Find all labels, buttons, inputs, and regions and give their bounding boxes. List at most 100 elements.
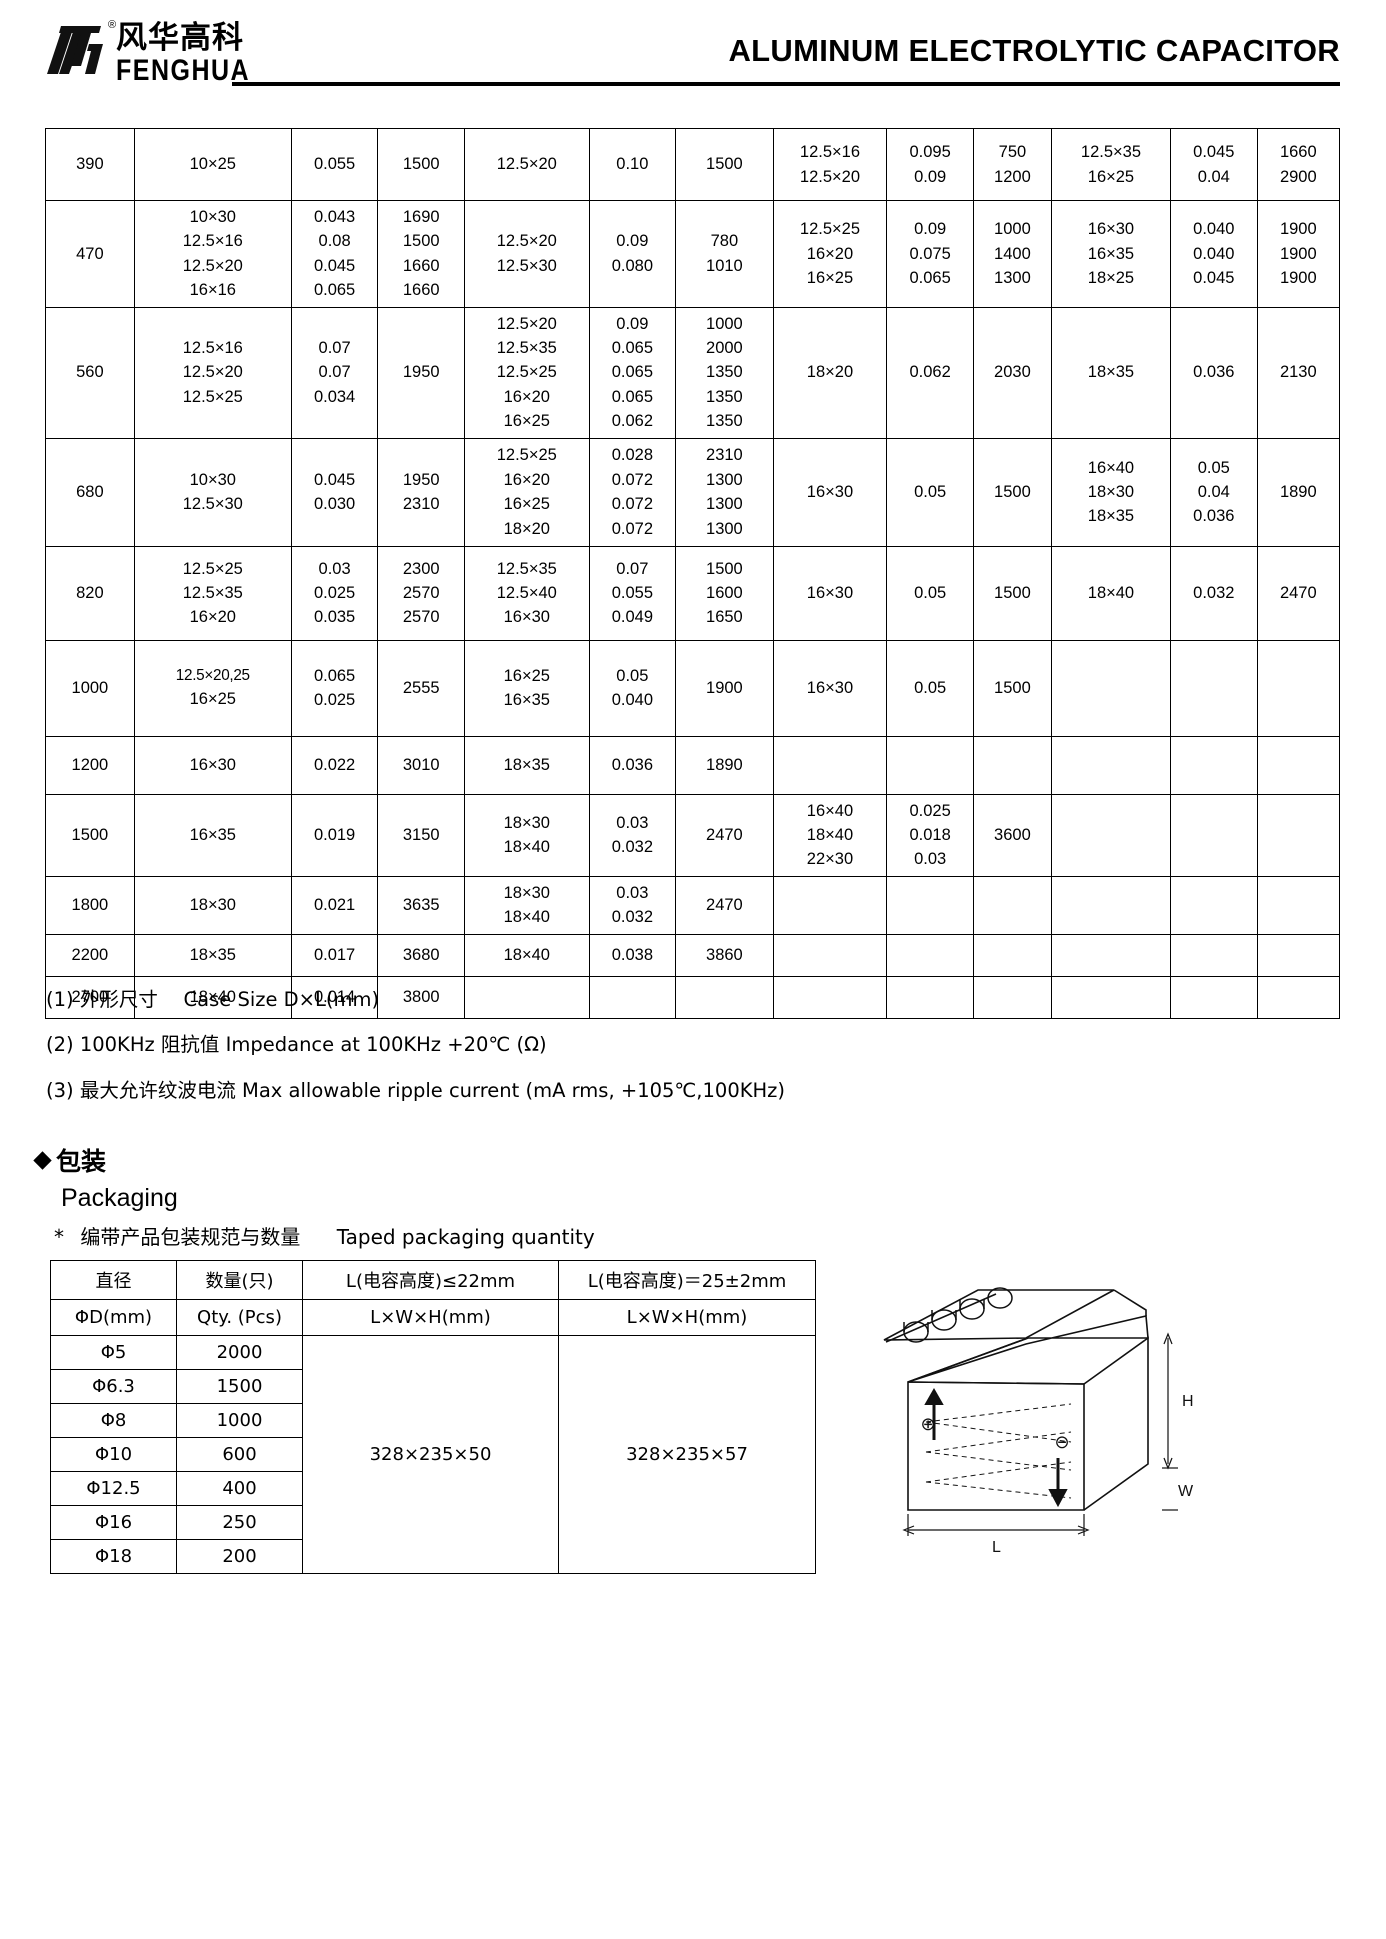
case-size-g3 bbox=[772, 735, 888, 795]
fenghua-logo-icon: ® bbox=[45, 20, 116, 78]
packaging-row: Φ18 200 bbox=[50, 1539, 816, 1574]
case-size-g3: 16×30 bbox=[772, 545, 888, 641]
case-size-g3: 16×30 bbox=[772, 437, 888, 547]
packaging-heading-en: Packaging bbox=[61, 1184, 178, 1212]
svg-text:L: L bbox=[992, 1539, 1001, 1556]
footnote-1: (1) 外形尺寸 Case Size D×L(mm) bbox=[46, 988, 380, 1011]
ripple-current-g2: 2470 bbox=[675, 875, 774, 935]
packaging-quantity: 200 bbox=[176, 1539, 303, 1574]
case-size-g1: 18×35 bbox=[133, 933, 292, 977]
impedance-g2: 0.07 0.055 0.049 bbox=[588, 545, 677, 641]
ripple-current-g1: 1500 bbox=[377, 128, 466, 201]
impedance-g1: 0.019 bbox=[290, 793, 379, 877]
case-size-g4 bbox=[1050, 735, 1172, 795]
svg-text:⊖: ⊖ bbox=[1054, 1432, 1069, 1453]
capacitance-value: 560 bbox=[45, 306, 135, 439]
capacitance-value: 470 bbox=[45, 200, 135, 308]
packaging-diameter: Φ12.5 bbox=[50, 1471, 177, 1506]
packaging-diameter: Φ16 bbox=[50, 1505, 177, 1540]
ripple-current-g1: 1950 2310 bbox=[377, 437, 466, 547]
table-row: 1000 12.5×20,25 16×25 0.065 0.025 2555 16×25 16… bbox=[45, 639, 1341, 737]
impedance-g3 bbox=[886, 875, 974, 935]
registered-trademark-icon: ® bbox=[108, 19, 117, 31]
capacitance-value: 1000 bbox=[45, 639, 135, 737]
ripple-current-g2: 1890 bbox=[675, 735, 774, 795]
ripple-current-g1: 1690 1500 1660 1660 bbox=[377, 200, 466, 308]
capacitance-value: 680 bbox=[45, 437, 135, 547]
ripple-current-g1: 2300 2570 2570 bbox=[377, 545, 466, 641]
ripple-current-g2: 1500 1600 1650 bbox=[675, 545, 774, 641]
packaging-quantity: 2000 bbox=[176, 1335, 303, 1370]
case-size-g2: 12.5×20 12.5×35 12.5×25 16×20 16×25 bbox=[464, 306, 590, 439]
table-row: 470 10×30 12.5×16 12.5×20 16×16 0.043 0.08 0.04… bbox=[45, 200, 1341, 308]
ripple-current-g4 bbox=[1256, 639, 1341, 737]
packaging-row: Φ12.5 400 bbox=[50, 1471, 816, 1506]
impedance-g3: 0.05 bbox=[886, 639, 974, 737]
case-size-g3: 18×20 bbox=[772, 306, 888, 439]
ripple-current-g1: 2555 bbox=[377, 639, 466, 737]
impedance-g3: 0.025 0.018 0.03 bbox=[886, 793, 974, 877]
case-size-g4: 16×30 16×35 18×25 bbox=[1050, 200, 1172, 308]
impedance-g2: 0.05 0.040 bbox=[588, 639, 677, 737]
impedance-g4: 0.040 0.040 0.045 bbox=[1170, 200, 1258, 308]
capacitance-value: 1800 bbox=[45, 875, 135, 935]
ripple-current-g2: 2470 bbox=[675, 793, 774, 877]
case-size-g3 bbox=[772, 933, 888, 977]
impedance-g2: 0.03 0.032 bbox=[588, 875, 677, 935]
impedance-g4 bbox=[1170, 933, 1258, 977]
table-row: 390 10×25 0.055 1500 12.5×20 0.10 1500 12.5×16 1… bbox=[45, 128, 1341, 201]
specification-table-container: 390 10×25 0.055 1500 12.5×20 0.10 1500 12.5×16 1… bbox=[45, 128, 1341, 1019]
ripple-current-g2: 1500 bbox=[675, 128, 774, 201]
packaging-header-row-2: ΦD(mm) Qty. (Pcs) L×W×H(mm) L×W×H(mm) bbox=[50, 1299, 816, 1336]
impedance-g1: 0.043 0.08 0.045 0.065 bbox=[290, 200, 379, 308]
impedance-g1: 0.03 0.025 0.035 bbox=[290, 545, 379, 641]
impedance-g4 bbox=[1170, 875, 1258, 935]
impedance-g1: 0.021 bbox=[290, 875, 379, 935]
packaging-diameter: Φ18 bbox=[50, 1539, 177, 1574]
case-size-g4: 18×40 bbox=[1050, 545, 1172, 641]
case-size-g4 bbox=[1050, 639, 1172, 737]
case-size-g3 bbox=[772, 975, 888, 1019]
case-size-g4: 16×40 18×30 18×35 bbox=[1050, 437, 1172, 547]
packaging-diameter: Φ5 bbox=[50, 1335, 177, 1370]
table-row: 2700 18×40 0.014 3800 bbox=[45, 975, 1341, 1019]
ripple-current-g1: 3150 bbox=[377, 793, 466, 877]
footnote-3: (3) 最大允许纹波电流 Max allowable ripple curren… bbox=[46, 1078, 786, 1102]
impedance-g2: 0.03 0.032 bbox=[588, 793, 677, 877]
case-size-g2: 16×25 16×35 bbox=[464, 639, 590, 737]
impedance-g3: 0.09 0.075 0.065 bbox=[886, 200, 974, 308]
impedance-g1: 0.065 0.025 bbox=[290, 639, 379, 737]
ripple-current-g4: 2130 bbox=[1256, 306, 1341, 439]
taped-packaging-note-en: Taped packaging quantity bbox=[336, 1225, 595, 1249]
packaging-header-diameter-cn: 直径 bbox=[50, 1260, 177, 1300]
ripple-current-g1: 1950 bbox=[377, 306, 466, 439]
case-size-g1: 12.5×20,25 16×25 bbox=[133, 639, 292, 737]
case-size-g4 bbox=[1050, 975, 1172, 1019]
ripple-current-g3: 2030 bbox=[972, 306, 1052, 439]
case-size-g2: 12.5×25 16×20 16×25 18×20 bbox=[464, 437, 590, 547]
ripple-current-g3: 1500 bbox=[972, 639, 1052, 737]
ripple-current-g4: 1660 2900 bbox=[1256, 128, 1341, 201]
company-logo: ® 风华高科 FENGHUA bbox=[45, 20, 250, 86]
table-row: 680 10×30 12.5×30 0.045 0.030 1950 2310 12.5×25… bbox=[45, 437, 1341, 547]
taped-packaging-note-cn: 编带产品包装规范与数量 bbox=[80, 1225, 301, 1249]
case-size-g2: 12.5×35 12.5×40 16×30 bbox=[464, 545, 590, 641]
ripple-current-g4: 2470 bbox=[1256, 545, 1341, 641]
ripple-current-g3 bbox=[972, 975, 1052, 1019]
ripple-current-g2: 1000 2000 1350 1350 1350 bbox=[675, 306, 774, 439]
impedance-g3: 0.05 bbox=[886, 437, 974, 547]
impedance-g3 bbox=[886, 975, 974, 1019]
packaging-row: Φ6.3 1500 bbox=[50, 1369, 816, 1404]
case-size-g1: 10×30 12.5×16 12.5×20 16×16 bbox=[133, 200, 292, 308]
packaging-diameter: Φ10 bbox=[50, 1437, 177, 1472]
table-row: 1800 18×30 0.021 3635 18×30 18×40 0.03 0.032 247… bbox=[45, 875, 1341, 935]
packaging-header-large-height: L(电容高度)＝25±2mm bbox=[558, 1260, 816, 1300]
packaging-header-small-height: L(电容高度)≤22mm bbox=[302, 1260, 559, 1300]
impedance-g2: 0.09 0.065 0.065 0.065 0.062 bbox=[588, 306, 677, 439]
svg-text:⊕: ⊕ bbox=[920, 1414, 935, 1435]
capacitance-value: 2200 bbox=[45, 933, 135, 977]
case-size-g1: 16×30 bbox=[133, 735, 292, 795]
impedance-g3 bbox=[886, 735, 974, 795]
case-size-g3: 16×40 18×40 22×30 bbox=[772, 793, 888, 877]
asterisk-bullet-icon: * bbox=[54, 1225, 64, 1249]
